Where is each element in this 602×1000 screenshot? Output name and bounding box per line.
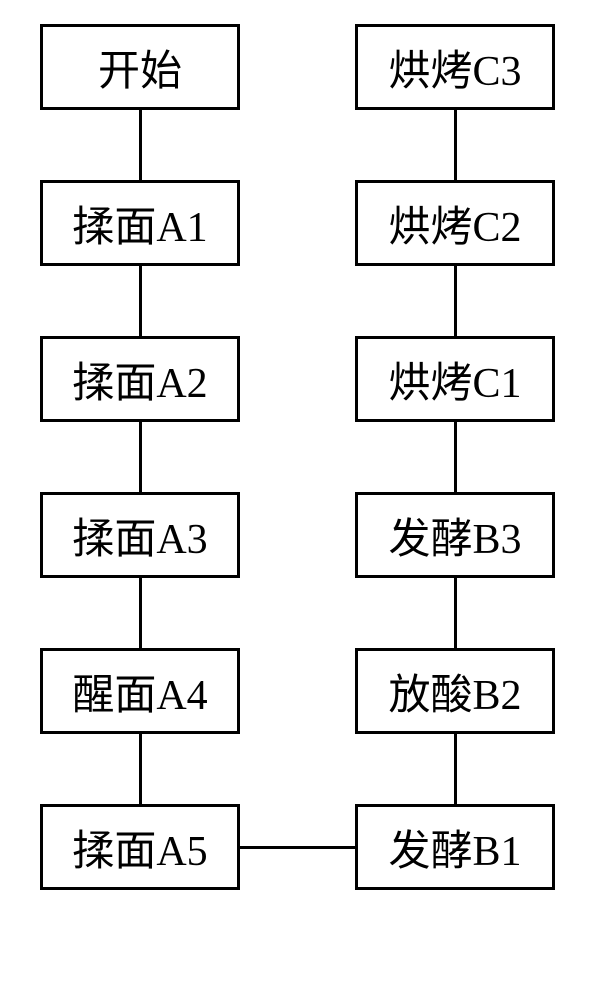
flowchart-node-label: 放酸B2 — [388, 661, 521, 722]
flowchart-edge-b2-b1 — [454, 734, 457, 804]
flowchart-node-label: 烘烤C2 — [388, 193, 521, 254]
flowchart-edge-a4-a5 — [139, 734, 142, 804]
flowchart-node-c3: 烘烤C3 — [355, 24, 555, 110]
flowchart-edge-a1-a2 — [139, 266, 142, 336]
flowchart-node-label: 醒面A4 — [72, 661, 207, 722]
flowchart-node-label: 揉面A5 — [72, 817, 207, 878]
flowchart-edge-a5-b1 — [240, 846, 355, 849]
flowchart-edge-c1-b3 — [454, 422, 457, 492]
flowchart-node-a1: 揉面A1 — [40, 180, 240, 266]
flowchart-node-start: 开始 — [40, 24, 240, 110]
flowchart-canvas: 开始揉面A1 揉面A2 揉面A3 醒面A4 揉面A5 烘烤C3 烘烤C2 烘烤C1 发酵B3 放酸… — [0, 0, 602, 1000]
flowchart-node-a5: 揉面A5 — [40, 804, 240, 890]
flowchart-node-b1: 发酵B1 — [355, 804, 555, 890]
flowchart-node-label: 发酵B3 — [388, 505, 521, 566]
flowchart-node-label: 揉面A3 — [72, 505, 207, 566]
flowchart-node-b3: 发酵B3 — [355, 492, 555, 578]
flowchart-node-label: 发酵B1 — [388, 817, 521, 878]
flowchart-edge-a3-a4 — [139, 578, 142, 648]
flowchart-edge-a2-a3 — [139, 422, 142, 492]
flowchart-node-label: 开始 — [98, 37, 182, 98]
flowchart-node-label: 烘烤C1 — [388, 349, 521, 410]
flowchart-node-label: 揉面A2 — [72, 349, 207, 410]
flowchart-node-label: 烘烤C3 — [388, 37, 521, 98]
flowchart-edge-c2-c1 — [454, 266, 457, 336]
flowchart-node-b2: 放酸B2 — [355, 648, 555, 734]
flowchart-edge-b3-b2 — [454, 578, 457, 648]
flowchart-node-a2: 揉面A2 — [40, 336, 240, 422]
flowchart-node-a4: 醒面A4 — [40, 648, 240, 734]
flowchart-node-label: 揉面A1 — [72, 193, 207, 254]
flowchart-edge-c3-c2 — [454, 110, 457, 180]
flowchart-node-c2: 烘烤C2 — [355, 180, 555, 266]
flowchart-node-a3: 揉面A3 — [40, 492, 240, 578]
flowchart-node-c1: 烘烤C1 — [355, 336, 555, 422]
flowchart-edge-start-a1 — [139, 110, 142, 180]
